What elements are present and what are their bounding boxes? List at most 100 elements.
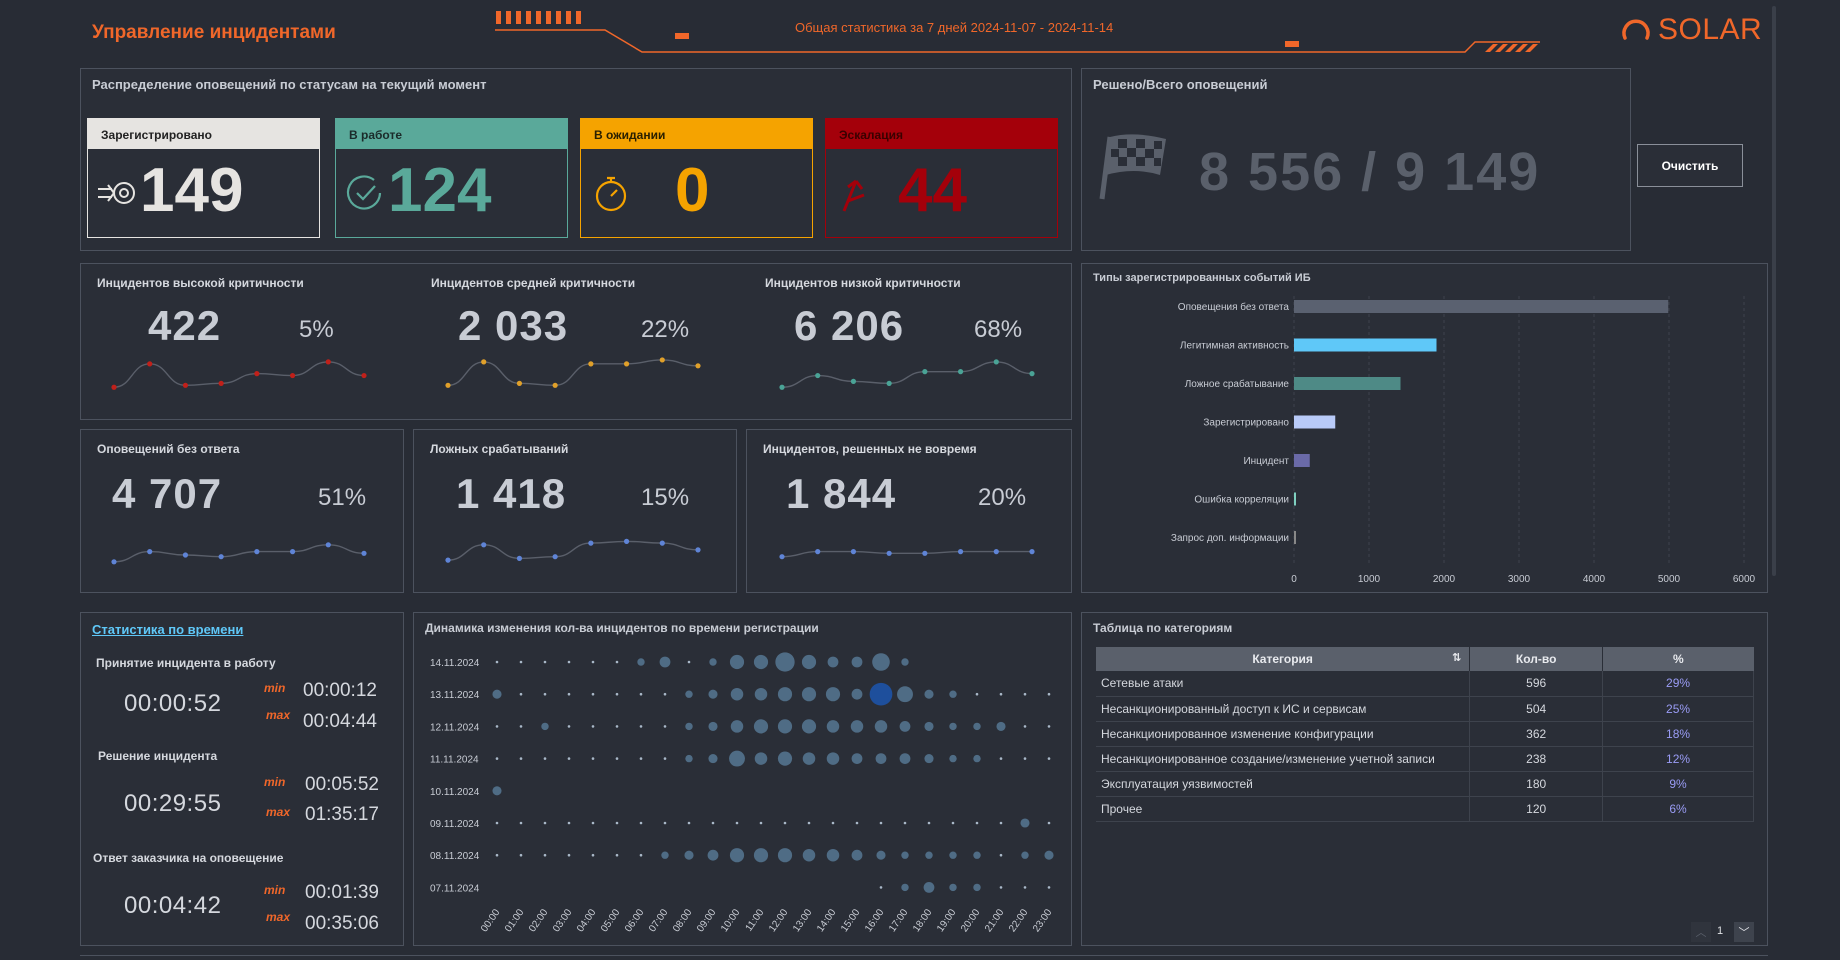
bubble[interactable]: [1044, 850, 1054, 860]
sparkline-point[interactable]: [361, 372, 367, 379]
status-card-waiting[interactable]: В ожидании 0: [580, 118, 813, 238]
bubble[interactable]: [567, 821, 571, 825]
bubble[interactable]: [872, 653, 890, 671]
sparkline-point[interactable]: [325, 542, 331, 548]
bubble[interactable]: [851, 688, 863, 700]
bubble[interactable]: [899, 721, 911, 732]
bubble[interactable]: [709, 658, 717, 666]
bubble[interactable]: [543, 853, 547, 857]
bubble[interactable]: [996, 721, 1006, 731]
bubble[interactable]: [1023, 757, 1027, 760]
bubble[interactable]: [685, 690, 693, 698]
bubble[interactable]: [708, 754, 718, 764]
bubble[interactable]: [876, 850, 886, 860]
bubble[interactable]: [807, 821, 811, 825]
bar[interactable]: [1294, 338, 1437, 352]
table-row[interactable]: Несанкционированный доступ к ИС и сервис…: [1096, 696, 1754, 722]
bubble[interactable]: [901, 658, 909, 666]
bubble[interactable]: [615, 725, 619, 728]
bubble[interactable]: [999, 757, 1003, 760]
bubble[interactable]: [975, 692, 979, 696]
bubble[interactable]: [851, 753, 863, 764]
page-prev-button[interactable]: ︿: [1691, 922, 1711, 942]
bubble[interactable]: [869, 682, 893, 706]
bubble[interactable]: [999, 821, 1003, 825]
table-row[interactable]: Эксплуатация уязвимостей 180 9%: [1096, 771, 1754, 797]
sparkline-point[interactable]: [552, 554, 558, 560]
bubble[interactable]: [567, 725, 571, 728]
sparkline-point[interactable]: [481, 542, 487, 548]
bubble[interactable]: [495, 725, 499, 728]
status-card-escalation[interactable]: Эскалация 44: [825, 118, 1058, 238]
sparkline-point[interactable]: [588, 361, 594, 367]
bubble[interactable]: [875, 753, 887, 764]
table-row[interactable]: Несанкционированное изменение конфигурац…: [1096, 721, 1754, 747]
bubble[interactable]: [663, 757, 667, 760]
bubble[interactable]: [707, 849, 719, 861]
bubble[interactable]: [543, 757, 547, 760]
sparkline-point[interactable]: [218, 380, 224, 386]
bubble[interactable]: [925, 851, 933, 859]
bubble[interactable]: [1023, 725, 1027, 728]
sparkline-point[interactable]: [182, 382, 189, 388]
bubble[interactable]: [543, 692, 547, 696]
sparkline-point[interactable]: [623, 538, 630, 544]
table-row[interactable]: Несанкционированное создание/изменение у…: [1096, 746, 1754, 772]
bubble[interactable]: [973, 754, 981, 763]
sparkline-point[interactable]: [147, 549, 153, 555]
bubble[interactable]: [1047, 725, 1051, 728]
bubble[interactable]: [663, 725, 667, 728]
bubble[interactable]: [495, 757, 499, 760]
bubble[interactable]: [777, 687, 793, 702]
sparkline-point[interactable]: [922, 369, 928, 375]
sparkline-point[interactable]: [289, 372, 296, 379]
bubble[interactable]: [730, 687, 744, 701]
bubble[interactable]: [1023, 692, 1027, 696]
bubble[interactable]: [711, 821, 715, 825]
bubble[interactable]: [567, 757, 571, 760]
bubble[interactable]: [639, 757, 643, 760]
bubble[interactable]: [492, 786, 502, 796]
bubble[interactable]: [1021, 851, 1029, 859]
bubble[interactable]: [973, 851, 981, 859]
sparkline-point[interactable]: [445, 557, 451, 563]
sparkline-point[interactable]: [1029, 371, 1035, 377]
page-scrollbar[interactable]: [1772, 6, 1776, 576]
bubble[interactable]: [591, 725, 595, 728]
bubble[interactable]: [999, 853, 1003, 857]
bubble[interactable]: [831, 821, 835, 825]
sparkline-point[interactable]: [886, 550, 892, 556]
bubble[interactable]: [567, 660, 571, 664]
sparkline-point[interactable]: [516, 380, 523, 386]
bubble[interactable]: [826, 848, 840, 862]
bubble[interactable]: [663, 821, 667, 825]
sparkline-point[interactable]: [516, 555, 523, 561]
bubble[interactable]: [639, 853, 643, 857]
bubble[interactable]: [825, 687, 841, 702]
status-card-in-progress[interactable]: В работе 124: [335, 118, 568, 238]
bubble[interactable]: [999, 886, 1003, 889]
sparkline-point[interactable]: [957, 549, 964, 555]
bubble[interactable]: [1047, 757, 1051, 760]
sparkline-point[interactable]: [552, 382, 558, 388]
bubble[interactable]: [591, 692, 595, 696]
bubble[interactable]: [567, 853, 571, 857]
sparkline-point[interactable]: [623, 361, 630, 367]
bubble[interactable]: [754, 752, 768, 765]
bubble[interactable]: [753, 719, 769, 734]
status-card-registered[interactable]: Зарегистрировано 149: [87, 118, 320, 238]
bubble[interactable]: [615, 757, 619, 760]
bubble[interactable]: [927, 821, 931, 825]
sparkline-point[interactable]: [815, 372, 821, 379]
bubble[interactable]: [519, 853, 523, 857]
sparkline-point[interactable]: [361, 550, 367, 556]
bubble[interactable]: [899, 753, 911, 764]
column-header-category[interactable]: Категория ⇅: [1096, 647, 1471, 671]
bubble[interactable]: [802, 752, 816, 765]
sparkline-point[interactable]: [111, 384, 117, 390]
bubble[interactable]: [999, 692, 1003, 696]
sparkline-point[interactable]: [111, 559, 117, 565]
bubble[interactable]: [661, 851, 669, 859]
bubble[interactable]: [1047, 821, 1051, 825]
bubble[interactable]: [591, 660, 595, 664]
